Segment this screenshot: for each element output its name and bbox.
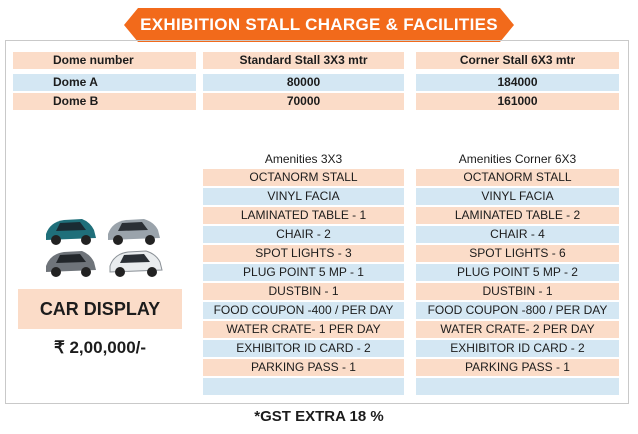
- amenity-standard-item: FOOD COUPON -400 / PER DAY: [203, 302, 404, 319]
- dome-b-corner-price: 161000: [416, 93, 619, 110]
- dome-a-label: Dome A: [13, 74, 196, 91]
- amenity-standard-item: DUSTBIN - 1: [203, 283, 404, 300]
- page-title: EXHIBITION STALL CHARGE & FACILITIES: [140, 15, 498, 34]
- amenity-standard-item: WATER CRATE- 1 PER DAY: [203, 321, 404, 338]
- header-standard-stall: Standard Stall 3X3 mtr: [203, 52, 404, 69]
- amenity-corner-item: LAMINATED TABLE - 2: [416, 207, 619, 224]
- amenity-corner-item: SPOT LIGHTS - 6: [416, 245, 619, 262]
- banner-shape: [124, 8, 514, 42]
- car-display-label: CAR DISPLAY: [18, 289, 182, 329]
- gst-note: *GST EXTRA 18 %: [254, 408, 384, 425]
- dome-a-standard-price: 80000: [203, 74, 404, 91]
- car-illustrations: [40, 208, 180, 283]
- amenity-corner-item: WATER CRATE- 2 PER DAY: [416, 321, 619, 338]
- amenity-standard-item: OCTANORM STALL: [203, 169, 404, 186]
- car-display-price: ₹ 2,00,000/-: [53, 338, 147, 357]
- amenity-corner-item: DUSTBIN - 1: [416, 283, 619, 300]
- dome-b-standard-price: 70000: [203, 93, 404, 110]
- amenity-corner-item: EXHIBITOR ID CARD - 2: [416, 340, 619, 357]
- amenity-corner-item: PARKING PASS - 1: [416, 359, 619, 376]
- amenity-standard-item: PARKING PASS - 1: [203, 359, 404, 376]
- header-corner-stall: Corner Stall 6X3 mtr: [416, 52, 619, 69]
- dome-a-corner-price: 184000: [416, 74, 619, 91]
- amenity-corner-item: PLUG POINT 5 MP - 2: [416, 264, 619, 281]
- title-banner: EXHIBITION STALL CHARGE & FACILITIES: [124, 8, 514, 42]
- amenities-corner-title: Amenities Corner 6X3: [458, 152, 577, 166]
- amenity-standard-item: EXHIBITOR ID CARD - 2: [203, 340, 404, 357]
- car-white-icon: [109, 250, 163, 277]
- car-teal-icon: [46, 219, 96, 245]
- content-frame: [5, 40, 629, 404]
- amenity-corner-item: VINYL FACIA: [416, 188, 619, 205]
- amenity-standard-item: PLUG POINT 5 MP - 1: [203, 264, 404, 281]
- amenity-corner-item: FOOD COUPON -800 / PER DAY: [416, 302, 619, 319]
- car-silver-icon: [108, 219, 160, 245]
- amenity-standard-item: LAMINATED TABLE - 1: [203, 207, 404, 224]
- header-dome-number: Dome number: [13, 52, 196, 69]
- car-grey-icon: [46, 251, 96, 277]
- amenity-corner-item: [416, 378, 619, 395]
- amenity-standard-item: SPOT LIGHTS - 3: [203, 245, 404, 262]
- amenity-corner-item: CHAIR - 4: [416, 226, 619, 243]
- amenity-corner-item: OCTANORM STALL: [416, 169, 619, 186]
- amenity-standard-item: VINYL FACIA: [203, 188, 404, 205]
- amenity-standard-item: [203, 378, 404, 395]
- dome-b-label: Dome B: [13, 93, 196, 110]
- amenities-standard-title: Amenities 3X3: [264, 152, 343, 166]
- amenity-standard-item: CHAIR - 2: [203, 226, 404, 243]
